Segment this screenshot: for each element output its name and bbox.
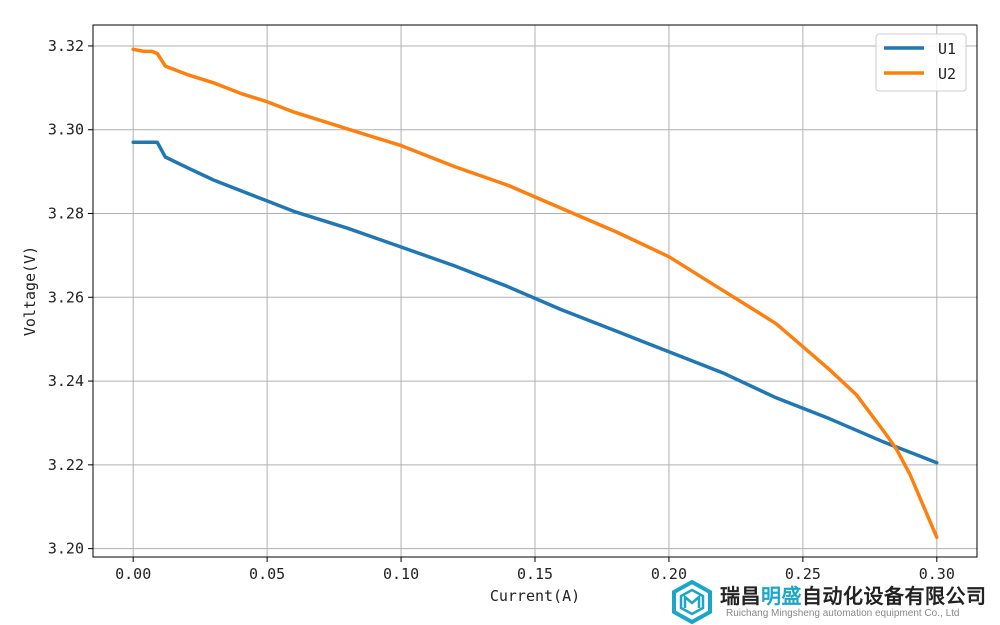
series-line-u1 xyxy=(131,140,939,465)
company-watermark: 瑞昌明盛自动化设备有限公司 Ruichang Mingsheng automat… xyxy=(668,578,998,624)
x-axis-label: Current(A) xyxy=(490,587,580,605)
company-name: 瑞昌明盛自动化设备有限公司 xyxy=(720,580,987,609)
x-tick-label: 0.10 xyxy=(383,565,419,583)
company-name-prefix: 瑞昌 xyxy=(720,584,761,608)
y-tick-label: 3.22 xyxy=(48,456,84,474)
legend: U1 U2 xyxy=(875,33,967,92)
y-tick-label: 3.24 xyxy=(48,372,84,390)
x-tick-label: 0.20 xyxy=(651,565,687,583)
y-tick-label: 3.28 xyxy=(48,205,84,223)
x-tick-label: 0.05 xyxy=(249,565,285,583)
grid xyxy=(93,25,977,557)
x-tick-label: 0.00 xyxy=(115,565,151,583)
company-name-suffix: 自动化设备有限公司 xyxy=(802,584,987,608)
y-tick-label: 3.26 xyxy=(48,288,84,306)
company-name-highlight: 明盛 xyxy=(761,584,802,608)
y-tick-label: 3.30 xyxy=(48,121,84,139)
company-logo-icon xyxy=(672,580,712,624)
y-tick-label: 3.20 xyxy=(48,540,84,558)
series-line-u2 xyxy=(131,47,939,540)
ticks: 0.00 0.05 0.10 0.15 0.20 0.25 0.30 3.20 3.22 3.24… xyxy=(48,37,955,583)
x-tick-label: 0.25 xyxy=(785,565,821,583)
legend-label-u2: U2 xyxy=(938,65,956,83)
legend-label-u1: U1 xyxy=(938,40,956,58)
company-subtitle: Ruichang Mingsheng automation equipment … xyxy=(726,608,960,619)
series-lines xyxy=(131,47,939,540)
x-tick-label: 0.30 xyxy=(919,565,955,583)
x-tick-label: 0.15 xyxy=(517,565,553,583)
y-axis-label: Voltage(V) xyxy=(21,246,39,336)
y-tick-label: 3.32 xyxy=(48,37,84,55)
